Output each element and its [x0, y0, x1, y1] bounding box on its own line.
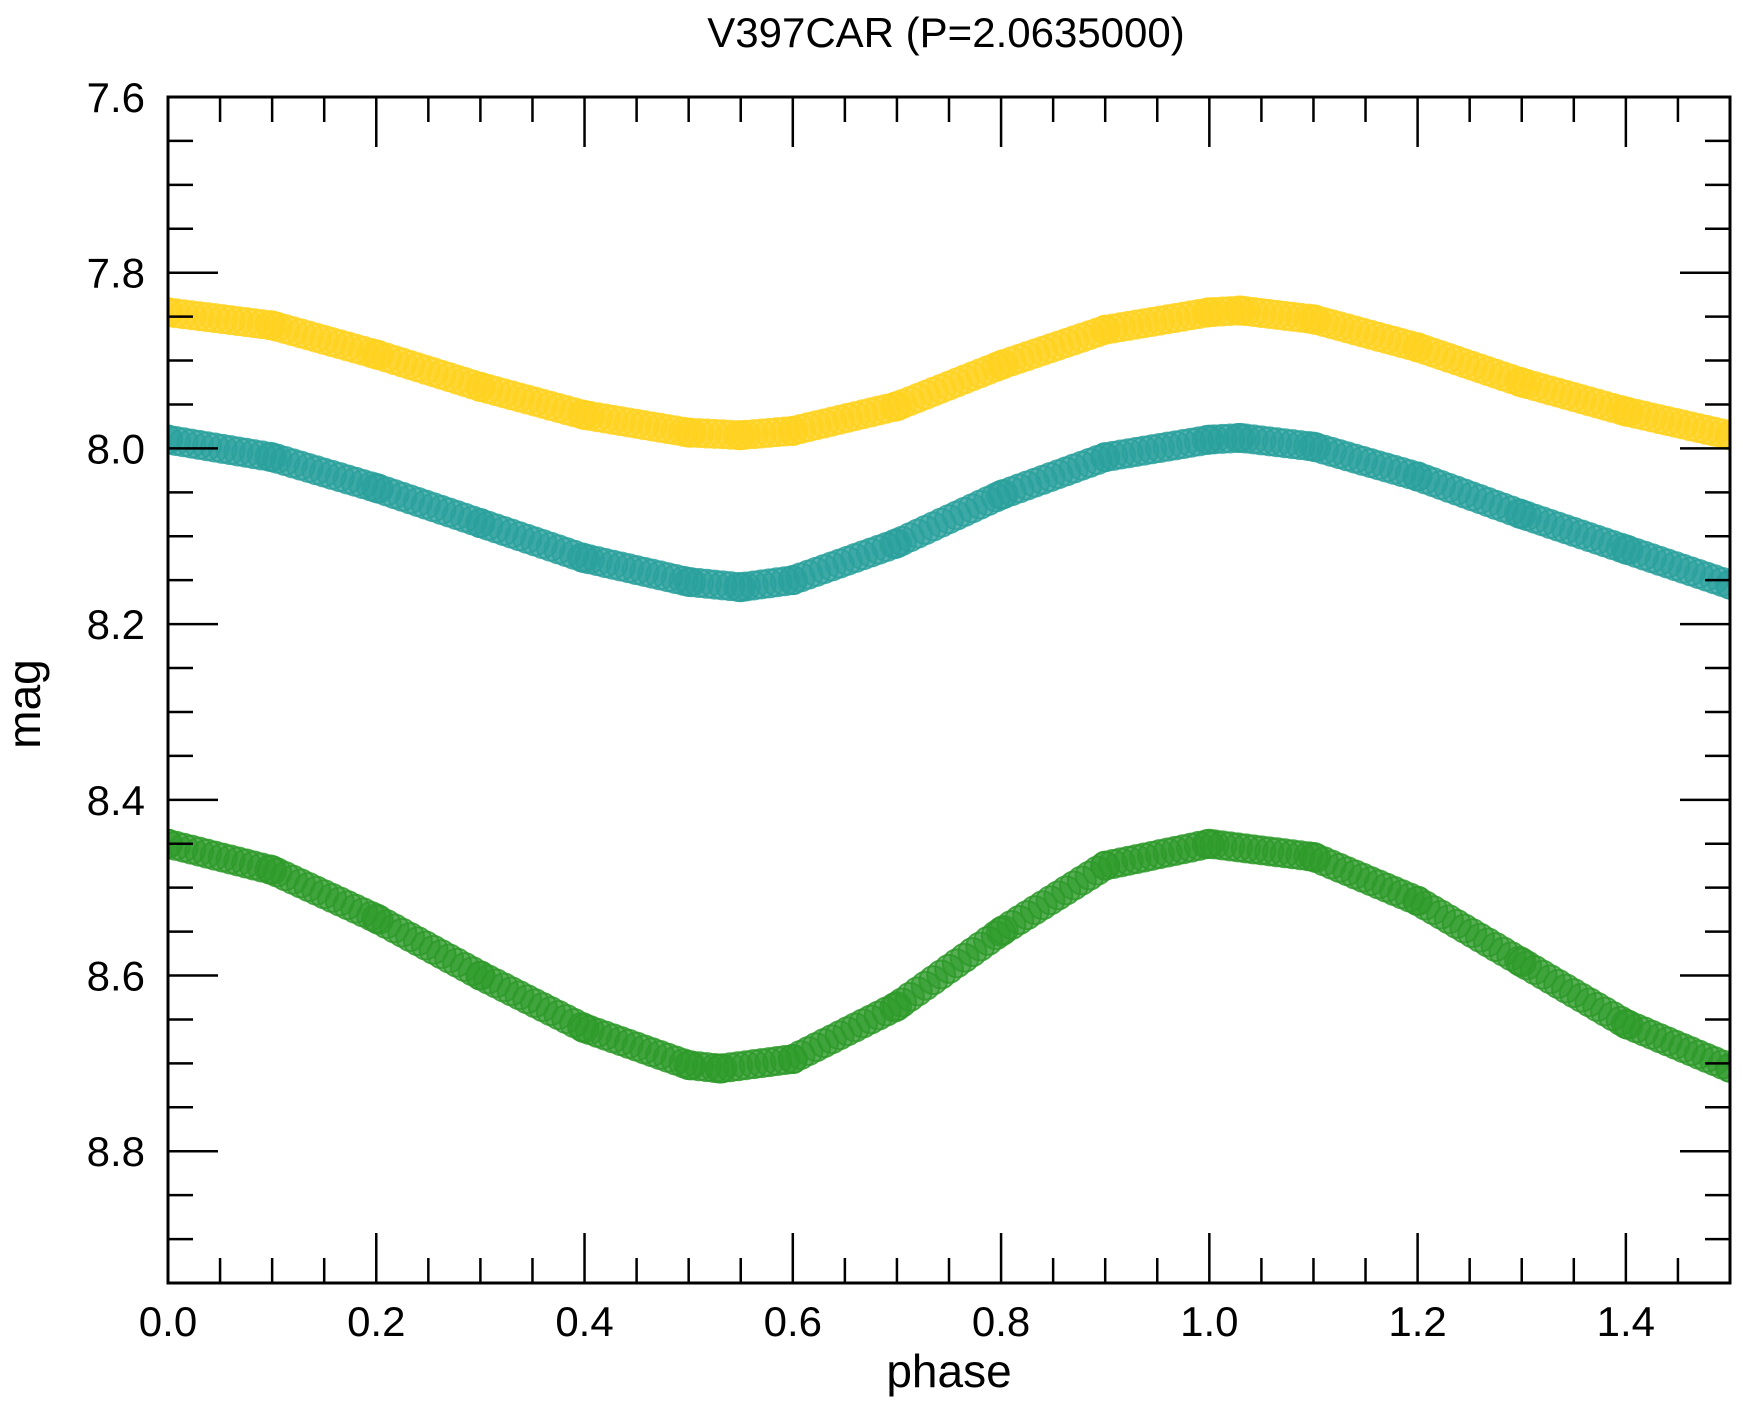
data-point-anchor	[1090, 442, 1121, 473]
data-point-anchor	[1225, 295, 1256, 326]
x-axis-label: phase	[886, 1345, 1011, 1397]
x-tick-label: 0.8	[972, 1298, 1030, 1345]
x-tick-label: 0.6	[764, 1298, 822, 1345]
x-tick-label: 1.4	[1597, 1298, 1655, 1345]
y-tick-label: 7.8	[87, 250, 145, 297]
data-point-anchor	[1610, 534, 1641, 565]
series-layer	[168, 295, 1730, 1084]
data-point-anchor	[1402, 332, 1433, 363]
x-tick-label: 0.2	[347, 1298, 405, 1345]
data-point-anchor	[1610, 396, 1641, 427]
data-point-anchor	[1402, 461, 1433, 492]
data-point-anchor	[569, 400, 600, 431]
series-1	[168, 295, 1730, 451]
series-2	[168, 422, 1730, 603]
data-point-anchor	[1402, 885, 1433, 916]
data-point-anchor	[1298, 304, 1329, 335]
data-point-anchor	[1194, 828, 1225, 859]
x-tick-label: 0.0	[139, 1298, 197, 1345]
x-tick-label: 1.0	[1180, 1298, 1238, 1345]
y-tick-label: 7.6	[87, 74, 145, 121]
data-point-anchor	[881, 991, 912, 1022]
data-point-anchor	[465, 371, 496, 402]
data-point-anchor	[168, 424, 183, 455]
data-point-anchor	[725, 572, 756, 603]
data-point-anchor	[777, 565, 808, 596]
data-point-anchor	[1298, 841, 1329, 872]
data-point-anchor	[673, 417, 704, 448]
data-point-anchor	[1715, 569, 1730, 600]
data-point-anchor	[257, 855, 288, 886]
data-point-anchor	[569, 543, 600, 574]
data-point-anchor	[1090, 850, 1121, 881]
y-tick-label: 8.8	[87, 1128, 145, 1175]
y-tick-label: 8.4	[87, 777, 145, 824]
data-point-anchor	[1506, 947, 1537, 978]
data-point-anchor	[986, 349, 1017, 380]
ticks-layer: 0.0 0.2 0.4 0.6 0.8 1.0 1.2 1.4 7.6 7.8 8.0 8.2 8.4 8…	[87, 74, 1732, 1345]
data-point-anchor	[673, 566, 704, 597]
chart-title: V397CAR (P=2.0635000)	[707, 9, 1184, 56]
series-3	[168, 828, 1730, 1084]
data-point-anchor	[1715, 420, 1730, 451]
y-tick-label: 8.2	[87, 601, 145, 648]
data-point-anchor	[168, 297, 183, 328]
y-tick-label: 8.0	[87, 425, 145, 472]
x-tick-label: 0.4	[555, 1298, 613, 1345]
data-point-anchor	[361, 472, 392, 503]
plot-frame	[166, 95, 1732, 1285]
data-point-anchor	[257, 442, 288, 473]
y-tick-label: 8.6	[87, 953, 145, 1000]
data-point-anchor	[881, 391, 912, 422]
x-tick-label: 1.2	[1388, 1298, 1446, 1345]
data-point-anchor	[1225, 422, 1256, 453]
data-point-anchor	[1506, 367, 1537, 398]
data-point-anchor	[673, 1050, 704, 1081]
data-point-anchor	[704, 1053, 735, 1084]
data-point-anchor	[257, 310, 288, 341]
data-point-anchor	[1298, 431, 1329, 462]
data-point-anchor	[361, 339, 392, 370]
data-point-anchor	[465, 960, 496, 991]
data-point-anchor	[465, 508, 496, 539]
data-point-anchor	[1194, 424, 1225, 455]
data-point-anchor	[1090, 314, 1121, 345]
y-axis-label: mag	[0, 659, 50, 748]
data-point-anchor	[777, 1043, 808, 1074]
data-point-anchor	[1194, 297, 1225, 328]
data-point-anchor	[881, 528, 912, 559]
data-point-anchor	[725, 420, 756, 451]
data-point-anchor	[1610, 1008, 1641, 1039]
data-point-anchor	[361, 903, 392, 934]
data-point-anchor	[986, 916, 1017, 947]
data-point-anchor	[1506, 499, 1537, 530]
data-point-anchor	[777, 415, 808, 446]
data-point-anchor	[569, 1013, 600, 1044]
data-point-anchor	[986, 479, 1017, 510]
data-point-anchor	[1715, 1052, 1730, 1083]
